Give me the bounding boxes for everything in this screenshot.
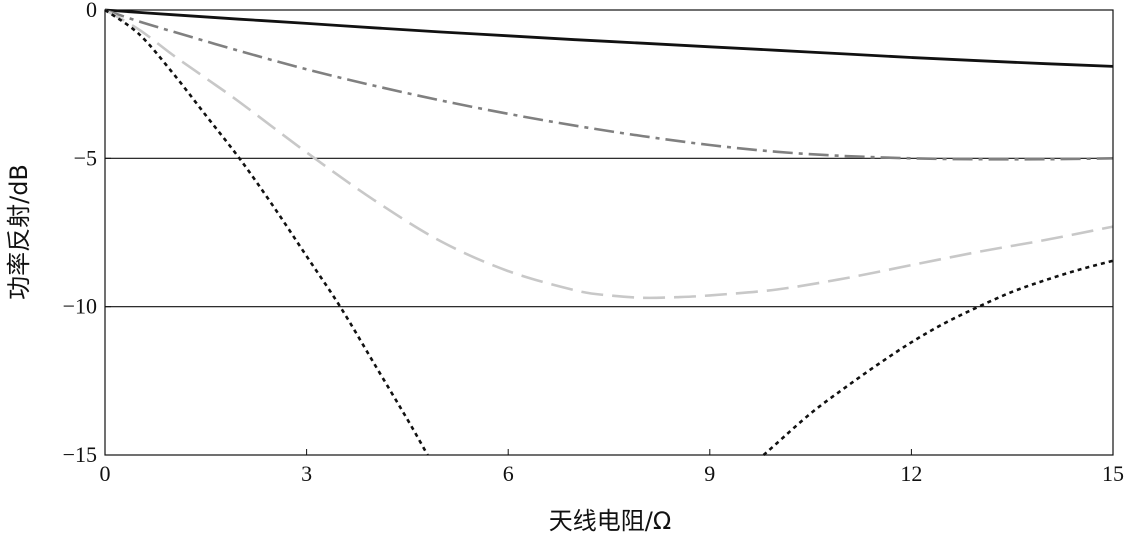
x-tick-label-0: 0 [100,461,111,486]
series-3-line-1 [762,259,1114,456]
y-tick-label-0: 0 [86,0,97,22]
x-tick-labels: 0 3 6 9 12 15 [100,461,1125,486]
series-2-line-0 [104,8,1114,300]
x-tick-label-4: 12 [900,461,922,486]
y-tick-label-1: −5 [74,145,97,170]
series-1-dash-dot [104,8,1114,161]
y-axis-title: 功率反射/dB [5,164,33,300]
tick-marks [104,9,1114,456]
y-tick-label-3: −15 [63,442,97,467]
x-tick-label-1: 3 [301,461,312,486]
series-1-line-0 [104,8,1114,161]
x-tick-label-2: 6 [503,461,514,486]
x-tick-label-5: 15 [1102,461,1124,486]
series-0-solid [104,8,1114,68]
series-3-dotted [104,8,1114,456]
x-tick-label-3: 9 [704,461,715,486]
y-tick-labels: 0 −5 −10 −15 [63,0,97,467]
plot-frame [104,9,1114,456]
reference-lines [105,157,1113,308]
series-0-line-0 [104,8,1114,68]
series-2-dashed [104,8,1114,300]
series-3-line-0 [104,8,429,456]
series-layer [104,8,1114,456]
x-axis-title: 天线电阻/Ω [549,507,671,535]
y-tick-label-2: −10 [63,294,97,319]
